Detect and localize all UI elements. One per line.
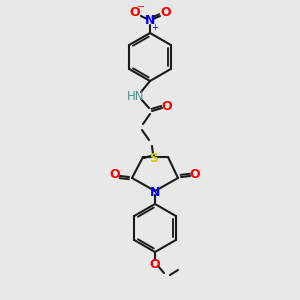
Text: N: N — [145, 14, 155, 28]
Text: O: O — [161, 7, 171, 20]
Text: HN: HN — [127, 89, 145, 103]
Text: O: O — [190, 167, 200, 181]
Text: N: N — [150, 185, 160, 199]
Text: O: O — [130, 7, 140, 20]
Text: +: + — [152, 23, 158, 32]
Text: O: O — [150, 257, 160, 271]
Text: −: − — [137, 2, 145, 12]
Text: O: O — [110, 167, 120, 181]
Text: O: O — [162, 100, 172, 112]
Text: S: S — [149, 152, 158, 166]
